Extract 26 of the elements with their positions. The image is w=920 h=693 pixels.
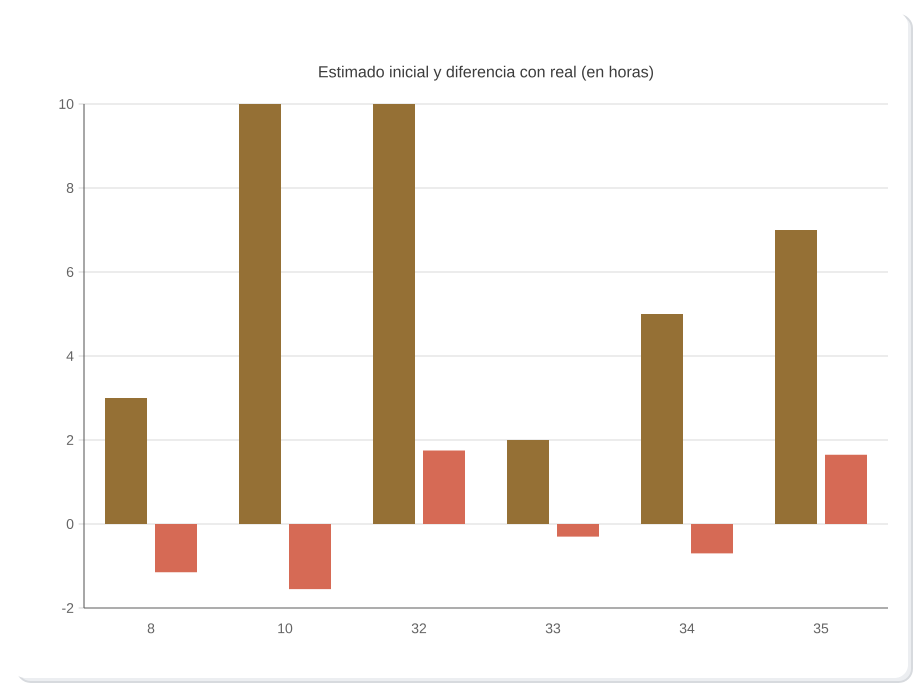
bar <box>423 450 466 524</box>
y-tick-label: 6 <box>66 267 74 277</box>
bar <box>289 524 332 590</box>
bar <box>825 454 868 524</box>
bar <box>373 104 416 524</box>
bar <box>105 398 148 524</box>
y-tick-label: 2 <box>66 435 74 445</box>
bar <box>691 524 734 554</box>
bar <box>775 230 817 524</box>
x-tick-label: 32 <box>412 623 426 634</box>
y-tick-label: 0 <box>66 519 74 529</box>
bar <box>557 524 600 537</box>
bar <box>239 104 282 524</box>
y-tick-label: 10 <box>59 99 74 109</box>
x-tick-label: 33 <box>546 623 560 634</box>
y-tick-label: -2 <box>62 603 74 613</box>
chart-title: Estimado inicial y diferencia con real (en horas) <box>319 66 654 81</box>
y-tick-label: 8 <box>66 183 74 193</box>
bar <box>155 524 198 572</box>
bar <box>641 314 683 524</box>
x-tick-label: 34 <box>680 623 694 634</box>
bar <box>507 440 550 524</box>
x-tick-label: 10 <box>278 623 292 634</box>
x-tick-label: 35 <box>814 623 828 634</box>
x-tick-label: 8 <box>148 623 154 634</box>
y-tick-label: 4 <box>66 351 74 361</box>
